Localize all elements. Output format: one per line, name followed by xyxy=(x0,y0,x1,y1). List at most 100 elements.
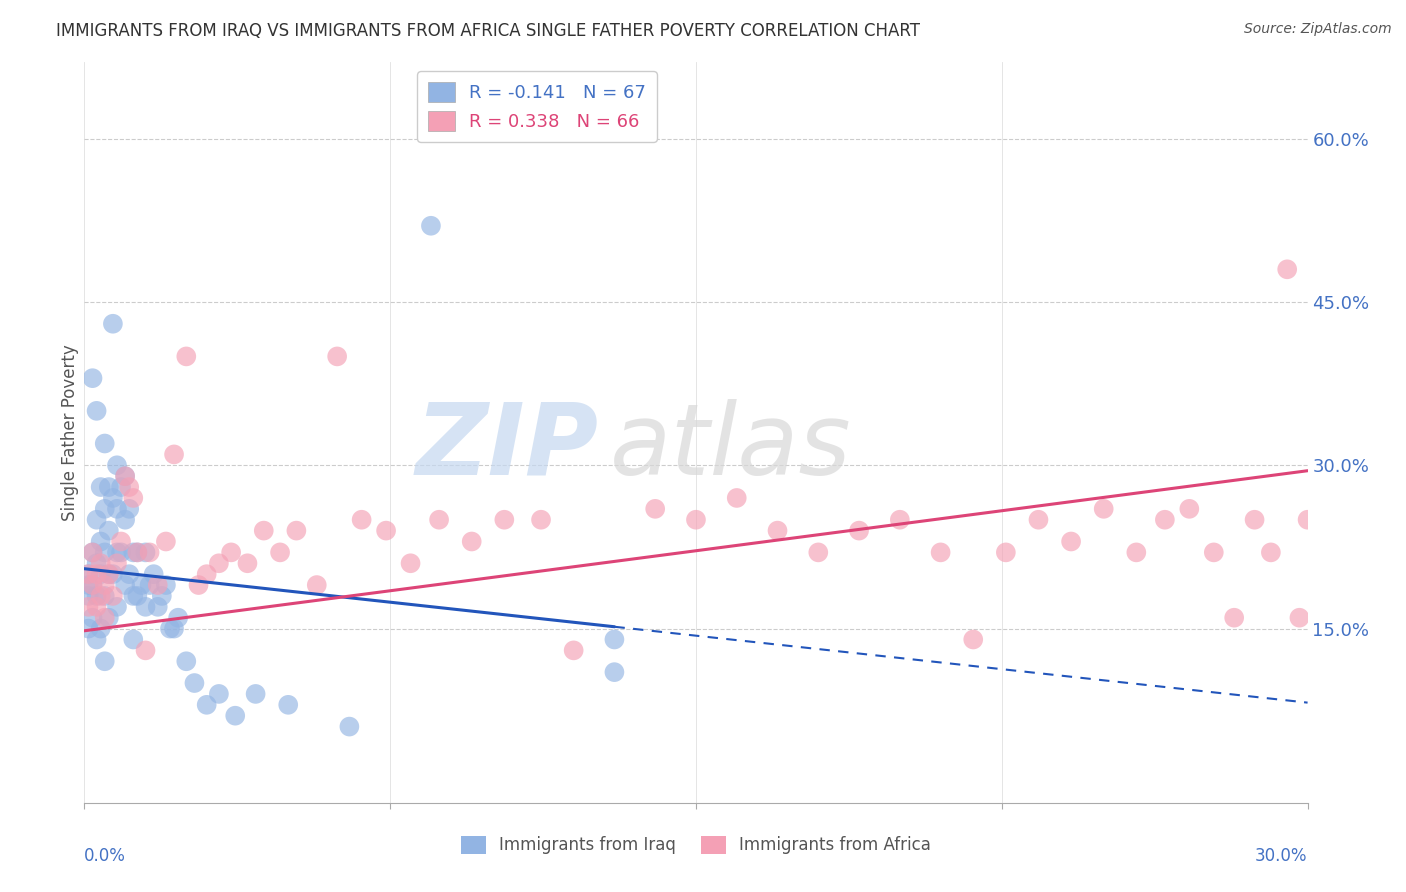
Point xyxy=(174,350,197,364)
Point xyxy=(97,567,120,582)
Point xyxy=(77,578,100,592)
Point xyxy=(1154,513,1177,527)
Point xyxy=(187,578,209,592)
Point xyxy=(420,219,443,233)
Point xyxy=(90,567,112,582)
Point xyxy=(93,611,115,625)
Point xyxy=(122,491,145,505)
Point xyxy=(1243,513,1265,527)
Point xyxy=(86,632,108,647)
Point xyxy=(93,501,115,516)
Point xyxy=(494,513,516,527)
Text: 30.0%: 30.0% xyxy=(1256,847,1308,865)
Point xyxy=(603,665,626,680)
Point xyxy=(146,599,169,614)
Point xyxy=(122,632,145,647)
Point xyxy=(118,567,141,582)
Point xyxy=(93,545,115,559)
Legend: Immigrants from Iraq, Immigrants from Africa: Immigrants from Iraq, Immigrants from Af… xyxy=(454,829,938,861)
Point xyxy=(127,545,149,559)
Point xyxy=(155,534,177,549)
Point xyxy=(603,110,626,124)
Point xyxy=(77,589,100,603)
Point xyxy=(97,611,120,625)
Point xyxy=(994,545,1017,559)
Point xyxy=(110,534,132,549)
Point xyxy=(93,654,115,668)
Point xyxy=(766,524,789,538)
Point xyxy=(101,317,124,331)
Point xyxy=(163,622,186,636)
Point xyxy=(350,513,373,527)
Point xyxy=(1277,262,1299,277)
Point xyxy=(889,513,911,527)
Point xyxy=(1202,545,1225,559)
Point xyxy=(1288,611,1310,625)
Point xyxy=(138,578,160,592)
Text: IMMIGRANTS FROM IRAQ VS IMMIGRANTS FROM AFRICA SINGLE FATHER POVERTY CORRELATION: IMMIGRANTS FROM IRAQ VS IMMIGRANTS FROM … xyxy=(56,22,921,40)
Text: atlas: atlas xyxy=(610,399,852,496)
Point xyxy=(929,545,952,559)
Point xyxy=(253,524,276,538)
Point xyxy=(195,698,218,712)
Point xyxy=(86,599,108,614)
Point xyxy=(277,698,299,712)
Point xyxy=(183,676,205,690)
Point xyxy=(101,589,124,603)
Point xyxy=(114,513,136,527)
Point xyxy=(90,556,112,570)
Point xyxy=(224,708,246,723)
Point xyxy=(86,567,108,582)
Point xyxy=(118,480,141,494)
Point xyxy=(685,513,707,527)
Point xyxy=(105,458,128,473)
Point xyxy=(86,513,108,527)
Point xyxy=(208,687,231,701)
Point xyxy=(1260,545,1282,559)
Point xyxy=(174,654,197,668)
Point xyxy=(142,567,165,582)
Point xyxy=(285,524,308,538)
Point xyxy=(1223,611,1246,625)
Point xyxy=(82,545,104,559)
Point xyxy=(90,589,112,603)
Point xyxy=(1060,534,1083,549)
Point xyxy=(1028,513,1050,527)
Point xyxy=(122,545,145,559)
Point xyxy=(155,578,177,592)
Point xyxy=(807,545,830,559)
Point xyxy=(195,567,218,582)
Point xyxy=(101,491,124,505)
Point xyxy=(105,545,128,559)
Point xyxy=(86,589,108,603)
Point xyxy=(530,513,553,527)
Point xyxy=(375,524,398,538)
Point xyxy=(399,556,422,570)
Point xyxy=(97,480,120,494)
Point xyxy=(82,578,104,592)
Point xyxy=(118,501,141,516)
Point xyxy=(219,545,242,559)
Point xyxy=(77,567,100,582)
Point xyxy=(1125,545,1147,559)
Point xyxy=(245,687,267,701)
Text: 0.0%: 0.0% xyxy=(84,847,127,865)
Point xyxy=(848,524,870,538)
Point xyxy=(159,622,181,636)
Point xyxy=(77,622,100,636)
Point xyxy=(138,545,160,559)
Point xyxy=(131,578,153,592)
Text: Source: ZipAtlas.com: Source: ZipAtlas.com xyxy=(1244,22,1392,37)
Point xyxy=(135,643,157,657)
Point xyxy=(97,567,120,582)
Point xyxy=(236,556,259,570)
Point xyxy=(427,513,450,527)
Point xyxy=(603,632,626,647)
Point xyxy=(146,578,169,592)
Point xyxy=(725,491,748,505)
Point xyxy=(208,556,231,570)
Point xyxy=(93,436,115,450)
Point xyxy=(114,469,136,483)
Point xyxy=(135,599,157,614)
Point xyxy=(86,556,108,570)
